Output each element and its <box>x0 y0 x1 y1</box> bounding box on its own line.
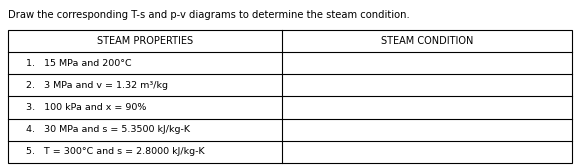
Bar <box>8 30 572 163</box>
Text: Draw the corresponding T-s and p-v diagrams to determine the steam condition.: Draw the corresponding T-s and p-v diagr… <box>8 10 409 20</box>
Text: 5.   T = 300°C and s = 2.8000 kJ/kg-K: 5. T = 300°C and s = 2.8000 kJ/kg-K <box>26 147 205 156</box>
Text: 3.   100 kPa and x = 90%: 3. 100 kPa and x = 90% <box>26 103 146 112</box>
Text: 1.   15 MPa and 200°C: 1. 15 MPa and 200°C <box>26 59 132 68</box>
Text: 2.   3 MPa and v = 1.32 m³/kg: 2. 3 MPa and v = 1.32 m³/kg <box>26 81 168 90</box>
Text: 4.   30 MPa and s = 5.3500 kJ/kg-K: 4. 30 MPa and s = 5.3500 kJ/kg-K <box>26 125 190 134</box>
Text: STEAM PROPERTIES: STEAM PROPERTIES <box>97 36 193 46</box>
Text: STEAM CONDITION: STEAM CONDITION <box>380 36 473 46</box>
